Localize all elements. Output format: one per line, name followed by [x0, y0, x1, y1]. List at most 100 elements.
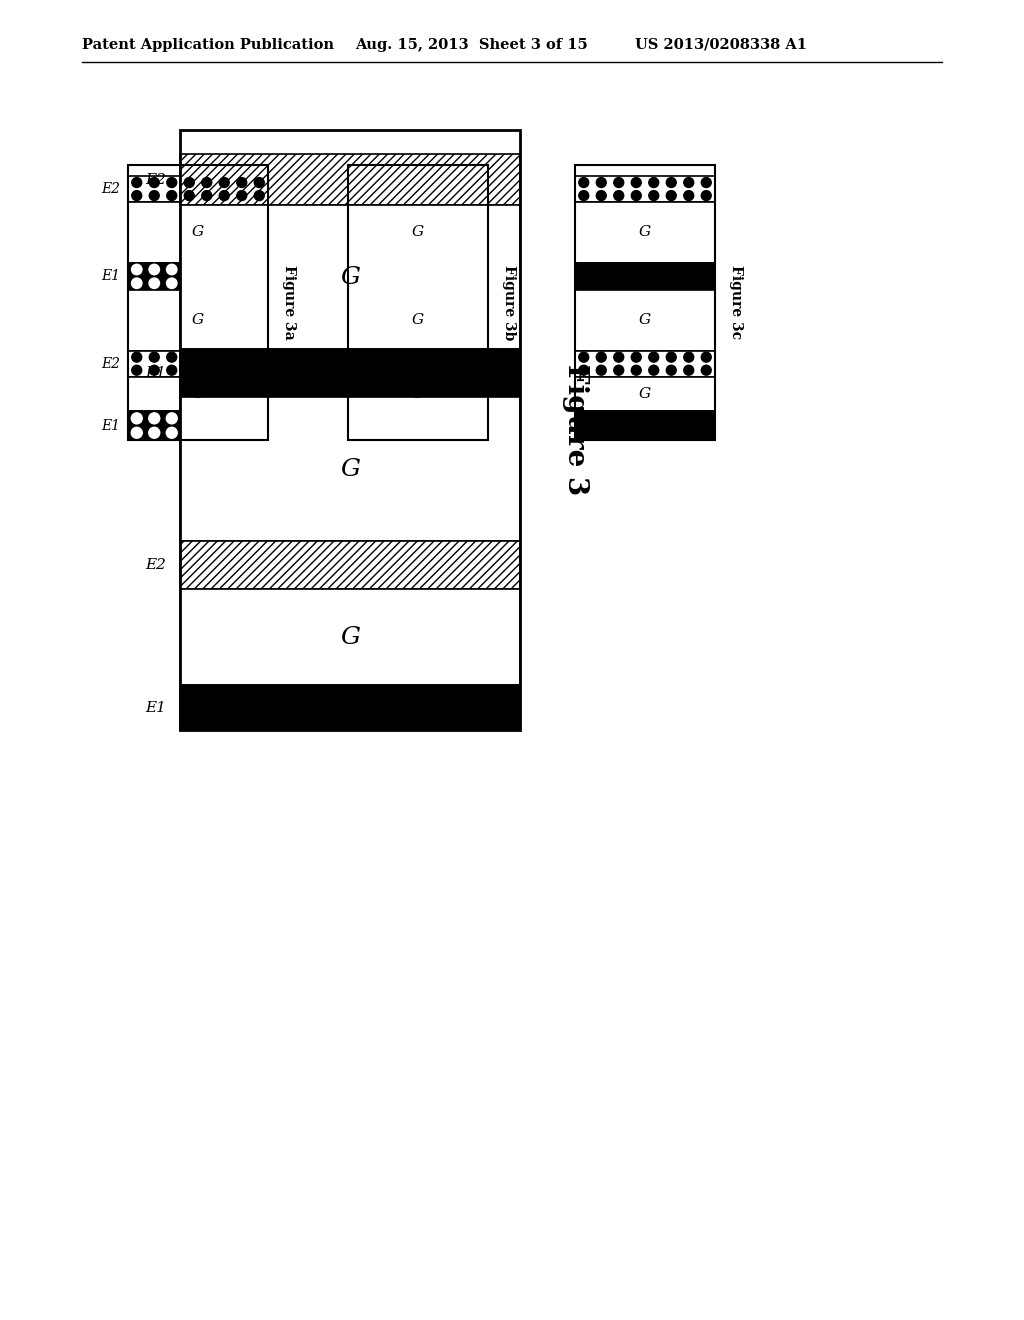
Circle shape [579, 366, 589, 375]
Bar [180, 205, 520, 348]
Bar [180, 154, 520, 205]
Bar [348, 351, 488, 376]
Circle shape [202, 366, 212, 375]
Circle shape [237, 428, 247, 438]
Circle shape [166, 428, 177, 438]
Bar [348, 376, 488, 411]
Circle shape [404, 279, 415, 289]
Circle shape [684, 352, 693, 362]
Bar [575, 290, 715, 351]
Circle shape [701, 366, 712, 375]
Circle shape [219, 413, 229, 424]
Circle shape [474, 428, 484, 438]
Circle shape [202, 264, 212, 275]
Text: E2: E2 [101, 182, 120, 197]
Text: G: G [340, 458, 360, 480]
Circle shape [596, 366, 606, 375]
Circle shape [202, 279, 212, 289]
Circle shape [474, 279, 484, 289]
Bar [575, 351, 715, 376]
Circle shape [613, 352, 624, 362]
Circle shape [254, 428, 265, 438]
Circle shape [254, 352, 264, 362]
Circle shape [254, 279, 264, 289]
Circle shape [202, 178, 212, 187]
Circle shape [649, 366, 658, 375]
Circle shape [474, 264, 484, 275]
Circle shape [667, 352, 676, 362]
Circle shape [132, 190, 141, 201]
Bar [180, 685, 520, 730]
Text: Figure 3: Figure 3 [561, 364, 589, 495]
Circle shape [219, 178, 229, 187]
Circle shape [219, 352, 229, 362]
Circle shape [237, 352, 247, 362]
Circle shape [386, 428, 397, 438]
Circle shape [132, 178, 141, 187]
Bar [348, 411, 488, 440]
Circle shape [254, 190, 264, 201]
Bar [128, 290, 268, 351]
Circle shape [596, 190, 606, 201]
Circle shape [684, 190, 693, 201]
Circle shape [386, 279, 397, 289]
Circle shape [237, 190, 247, 201]
Bar [180, 397, 520, 541]
Circle shape [254, 264, 264, 275]
Text: Patent Application Publication: Patent Application Publication [82, 38, 334, 51]
Circle shape [219, 428, 229, 438]
Circle shape [237, 366, 247, 375]
Circle shape [369, 413, 380, 424]
Circle shape [219, 264, 229, 275]
Circle shape [579, 352, 589, 362]
Bar [575, 263, 715, 290]
Circle shape [131, 413, 142, 424]
Bar [128, 351, 268, 376]
Circle shape [613, 366, 624, 375]
Circle shape [148, 413, 160, 424]
Bar [128, 176, 268, 202]
Circle shape [386, 264, 397, 275]
Text: G: G [191, 226, 204, 239]
Circle shape [439, 264, 450, 275]
Bar [128, 165, 268, 440]
Circle shape [579, 178, 589, 187]
Circle shape [457, 279, 467, 289]
Circle shape [237, 279, 247, 289]
Circle shape [351, 264, 361, 275]
Text: E2: E2 [101, 356, 120, 371]
Circle shape [631, 190, 641, 201]
Circle shape [202, 352, 212, 362]
Bar [180, 348, 520, 397]
Text: E1: E1 [145, 701, 166, 714]
Bar [348, 176, 488, 202]
Text: E1: E1 [101, 269, 120, 284]
Bar [575, 176, 715, 202]
Circle shape [184, 264, 195, 275]
Circle shape [183, 428, 195, 438]
Circle shape [131, 264, 142, 275]
Bar [348, 165, 488, 440]
Circle shape [183, 413, 195, 424]
Circle shape [184, 279, 195, 289]
Text: Figure 3a: Figure 3a [282, 265, 296, 339]
Circle shape [403, 428, 415, 438]
Circle shape [202, 190, 212, 201]
Circle shape [438, 428, 450, 438]
Circle shape [166, 413, 177, 424]
Circle shape [439, 279, 450, 289]
Circle shape [457, 428, 467, 438]
Circle shape [457, 264, 467, 275]
Bar [575, 202, 715, 263]
Circle shape [167, 366, 177, 375]
Circle shape [404, 264, 415, 275]
Circle shape [438, 413, 450, 424]
Circle shape [167, 190, 177, 201]
Text: G: G [639, 226, 651, 239]
Text: G: G [340, 626, 360, 648]
Circle shape [237, 413, 247, 424]
Circle shape [202, 413, 212, 424]
Circle shape [369, 428, 380, 438]
Circle shape [701, 352, 712, 362]
Circle shape [131, 279, 142, 289]
